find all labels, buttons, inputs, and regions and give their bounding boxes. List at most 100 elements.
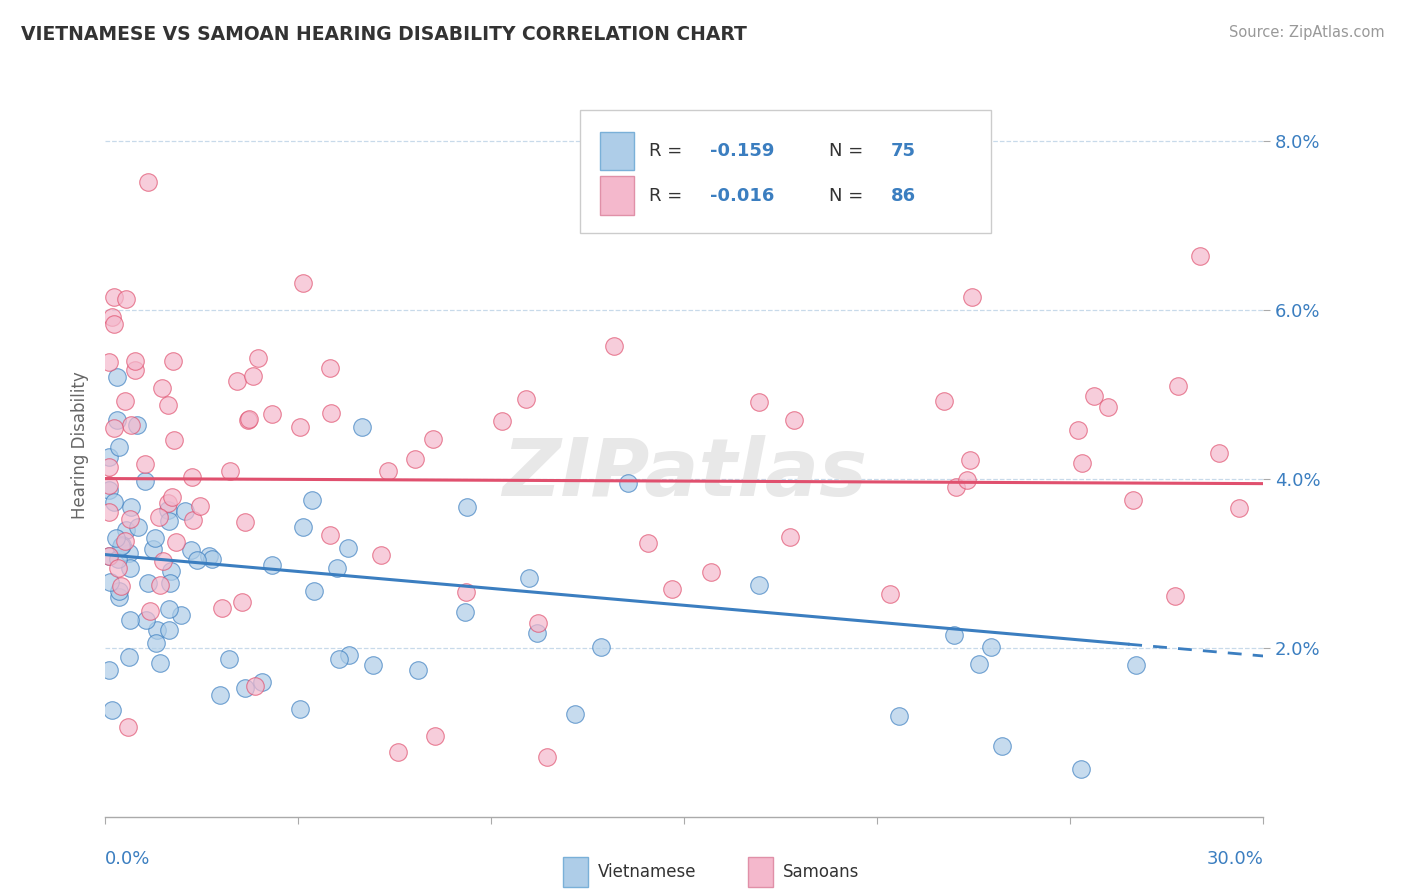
Point <box>291 520 314 534</box>
Point <box>111 538 134 552</box>
Point <box>107 561 129 575</box>
Point <box>1188 249 1211 263</box>
Point <box>118 512 141 526</box>
Point <box>235 515 257 529</box>
Point <box>208 688 231 702</box>
Point <box>879 587 901 601</box>
Point <box>124 363 146 377</box>
Point <box>157 398 180 412</box>
Point <box>115 292 138 306</box>
Y-axis label: Hearing Disability: Hearing Disability <box>72 371 89 518</box>
Text: -0.016: -0.016 <box>710 186 775 204</box>
Point <box>260 407 283 421</box>
Point <box>748 395 770 409</box>
Point <box>301 492 323 507</box>
Point <box>117 720 139 734</box>
Point <box>170 608 193 623</box>
Text: Samoans: Samoans <box>783 863 859 881</box>
Text: ZIPatlas: ZIPatlas <box>502 435 866 514</box>
Point <box>370 549 392 563</box>
Point <box>456 500 478 515</box>
Point <box>336 541 359 555</box>
Point <box>98 450 121 464</box>
Point <box>174 504 197 518</box>
Point <box>1125 657 1147 672</box>
Point <box>377 464 399 478</box>
Point <box>980 640 1002 655</box>
Point <box>103 317 125 331</box>
Point <box>288 419 311 434</box>
Point <box>219 464 242 478</box>
Point <box>98 355 121 369</box>
Text: N =: N = <box>830 142 869 160</box>
Point <box>873 117 896 131</box>
Point <box>319 406 342 420</box>
Point <box>960 290 983 304</box>
Point <box>422 432 444 446</box>
Point <box>1122 493 1144 508</box>
Point <box>145 636 167 650</box>
Point <box>243 679 266 693</box>
Point <box>118 546 141 560</box>
Point <box>1070 763 1092 777</box>
Point <box>180 543 202 558</box>
Point <box>233 681 256 695</box>
Point <box>98 477 121 491</box>
Point <box>700 565 723 579</box>
Point <box>139 604 162 618</box>
Point <box>991 739 1014 754</box>
Point <box>98 663 121 677</box>
Point <box>242 369 264 384</box>
Point <box>1097 401 1119 415</box>
Point <box>456 585 478 599</box>
Point <box>98 505 121 519</box>
Point <box>115 523 138 537</box>
Point <box>238 412 260 426</box>
Point <box>526 625 548 640</box>
Point <box>110 539 132 553</box>
Point <box>188 499 211 513</box>
Point <box>211 600 233 615</box>
Point <box>157 602 180 616</box>
Point <box>120 561 142 575</box>
Point <box>932 393 955 408</box>
Point <box>288 702 311 716</box>
Point <box>637 536 659 550</box>
Point <box>125 417 148 432</box>
Point <box>1067 423 1090 437</box>
Point <box>104 531 127 545</box>
Point <box>108 440 131 454</box>
Point <box>748 577 770 591</box>
Point <box>134 474 156 488</box>
Point <box>127 520 149 534</box>
Point <box>136 575 159 590</box>
Point <box>107 552 129 566</box>
Point <box>231 595 253 609</box>
Point <box>226 374 249 388</box>
Point <box>779 530 801 544</box>
FancyBboxPatch shape <box>748 857 773 888</box>
Point <box>292 276 315 290</box>
Text: 75: 75 <box>890 142 915 160</box>
Point <box>536 750 558 764</box>
Point <box>163 434 186 448</box>
Point <box>260 558 283 573</box>
Point <box>124 354 146 368</box>
Point <box>157 514 180 528</box>
Text: Vietnamese: Vietnamese <box>598 863 696 881</box>
Point <box>159 576 181 591</box>
Point <box>108 583 131 598</box>
Point <box>186 553 208 567</box>
Text: R =: R = <box>650 142 689 160</box>
Point <box>1167 378 1189 392</box>
Point <box>108 590 131 604</box>
Point <box>198 549 221 563</box>
Point <box>142 542 165 557</box>
Point <box>162 353 184 368</box>
Point <box>103 421 125 435</box>
Point <box>218 652 240 666</box>
Point <box>387 745 409 759</box>
Point <box>247 351 270 365</box>
Point <box>959 453 981 467</box>
Point <box>98 483 121 498</box>
